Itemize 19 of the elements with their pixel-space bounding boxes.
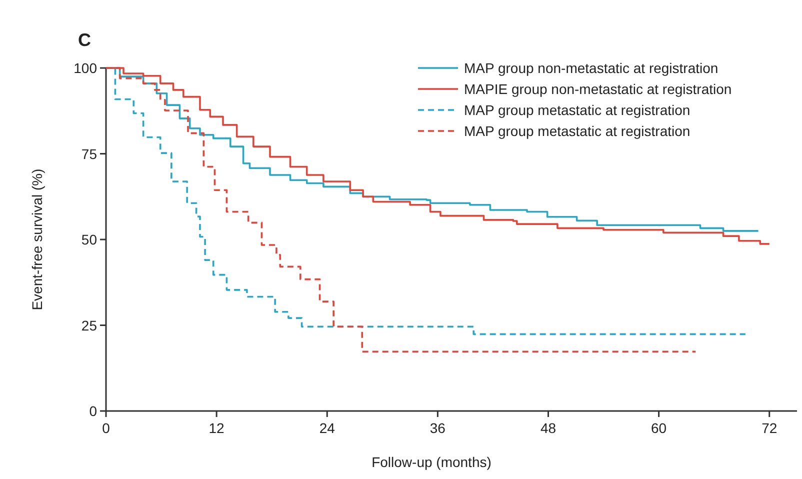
y-tick-label: 0 [89, 403, 98, 419]
x-tick-label: 72 [762, 420, 778, 436]
legend-label: MAP group metastatic at registration [464, 102, 690, 118]
legend-label: MAP group non-metastatic at registration [464, 60, 718, 76]
x-tick-label: 0 [102, 420, 110, 436]
x-tick-label: 12 [208, 420, 225, 436]
y-tick-label: 25 [81, 317, 98, 334]
x-tick-label: 24 [319, 420, 336, 436]
x-tick-label: 36 [430, 420, 446, 436]
y-tick-label: 100 [74, 60, 98, 76]
y-tick-label: 75 [81, 146, 98, 162]
legend-label: MAP group metastatic at registration [464, 123, 690, 139]
y-axis-title: Event-free survival (%) [29, 168, 45, 310]
x-tick-label: 60 [651, 420, 667, 436]
legend-label: MAPIE group non-metastatic at registration [464, 81, 732, 97]
y-tick-label: 50 [81, 232, 98, 248]
x-axis-title: Follow-up (months) [372, 454, 492, 470]
x-tick-label: 48 [540, 420, 556, 436]
text: C [78, 30, 91, 50]
